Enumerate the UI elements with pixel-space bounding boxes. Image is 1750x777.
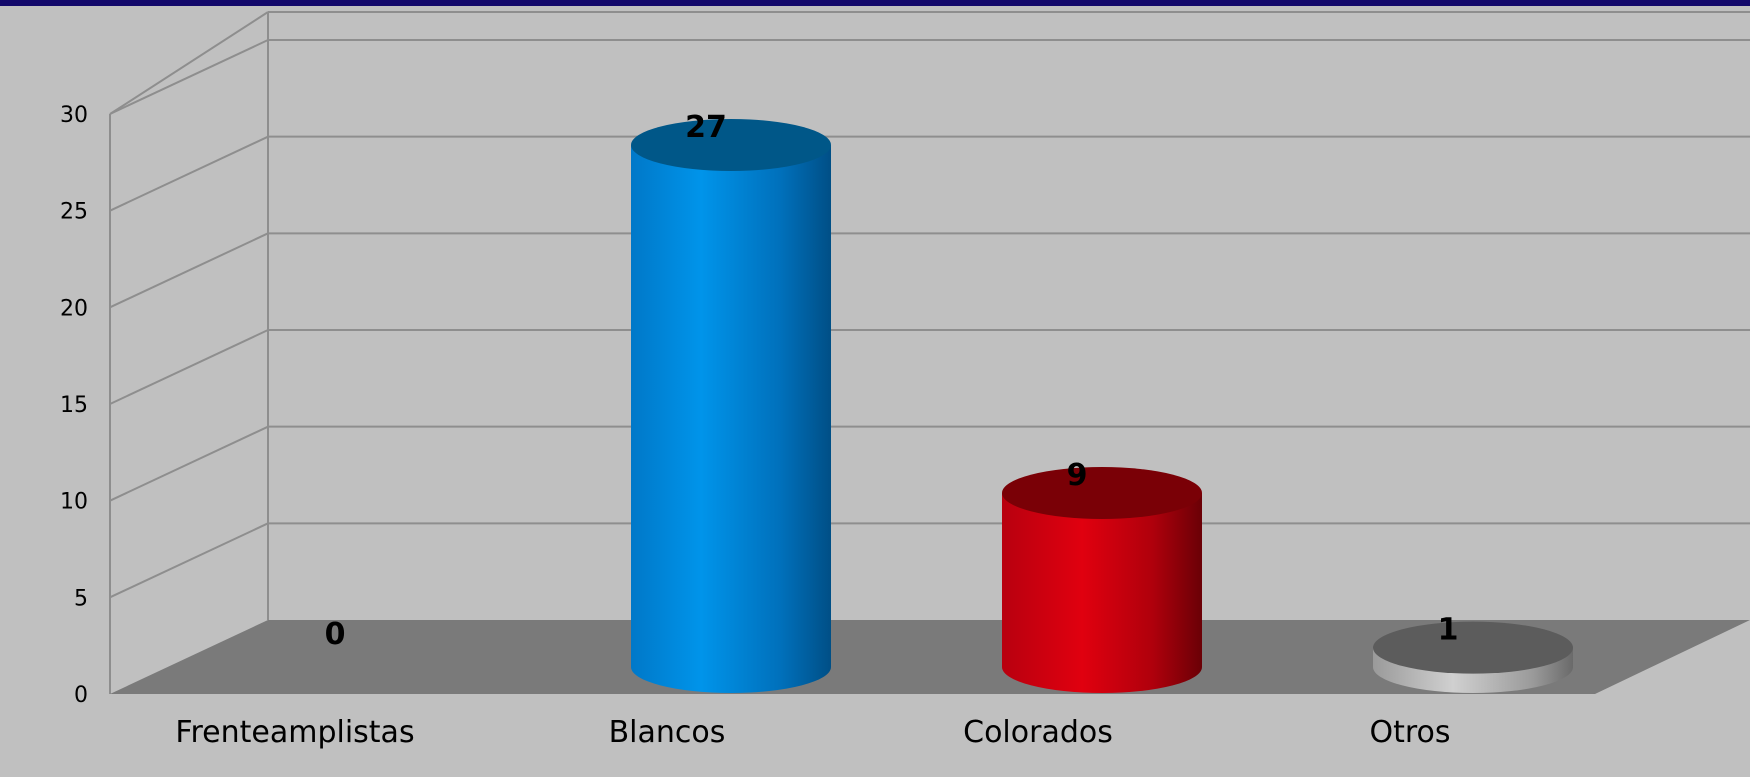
- bar-colorados: [1002, 467, 1202, 693]
- gridline-side: [109, 135, 269, 212]
- data-label: 27: [685, 110, 727, 145]
- bar-top: [1373, 621, 1573, 674]
- floor-plane: [110, 620, 1750, 694]
- gridline-side: [109, 39, 269, 115]
- y-tick-label: 5: [74, 586, 88, 611]
- bar-top: [1002, 467, 1202, 519]
- x-tick-label: Frenteamplistas: [175, 715, 414, 750]
- side-wall-top-edge: [109, 11, 269, 115]
- data-label: 9: [1067, 458, 1088, 493]
- bars: [631, 119, 1573, 693]
- x-tick-label: Blancos: [609, 715, 726, 750]
- y-tick-label: 30: [60, 103, 88, 128]
- data-labels: 0 27 9 1: [325, 110, 1459, 652]
- gridline-side: [109, 329, 269, 405]
- bar-blancos: [631, 119, 831, 693]
- y-tick-label: 20: [60, 296, 88, 321]
- x-tick-label: Colorados: [963, 715, 1113, 750]
- y-tick-label: 25: [60, 200, 88, 225]
- top-bar: [0, 0, 1750, 6]
- gridline-side: [109, 425, 269, 502]
- y-tick-label: 15: [60, 393, 88, 418]
- x-axis-categories: Frenteamplistas Blancos Colorados Otros: [175, 715, 1450, 750]
- bar-otros: [1373, 621, 1573, 693]
- gridlines: [109, 39, 1750, 599]
- data-label: 0: [325, 617, 346, 652]
- y-axis-ticks: 0 5 10 15 20 25 30: [60, 103, 88, 708]
- bar-body: [1002, 493, 1202, 693]
- x-tick-label: Otros: [1369, 715, 1450, 750]
- bar-body: [631, 145, 831, 693]
- chart-walls: [109, 11, 1750, 694]
- chart-floor: [110, 620, 1750, 694]
- gridline-side: [109, 232, 269, 309]
- y-tick-label: 0: [74, 683, 88, 708]
- bar-top: [631, 119, 831, 171]
- gridline-side: [109, 522, 269, 599]
- data-label: 1: [1438, 613, 1459, 648]
- y-tick-label: 10: [60, 490, 88, 515]
